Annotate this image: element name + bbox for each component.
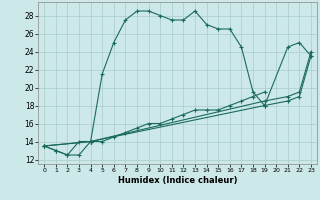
X-axis label: Humidex (Indice chaleur): Humidex (Indice chaleur): [118, 176, 237, 185]
